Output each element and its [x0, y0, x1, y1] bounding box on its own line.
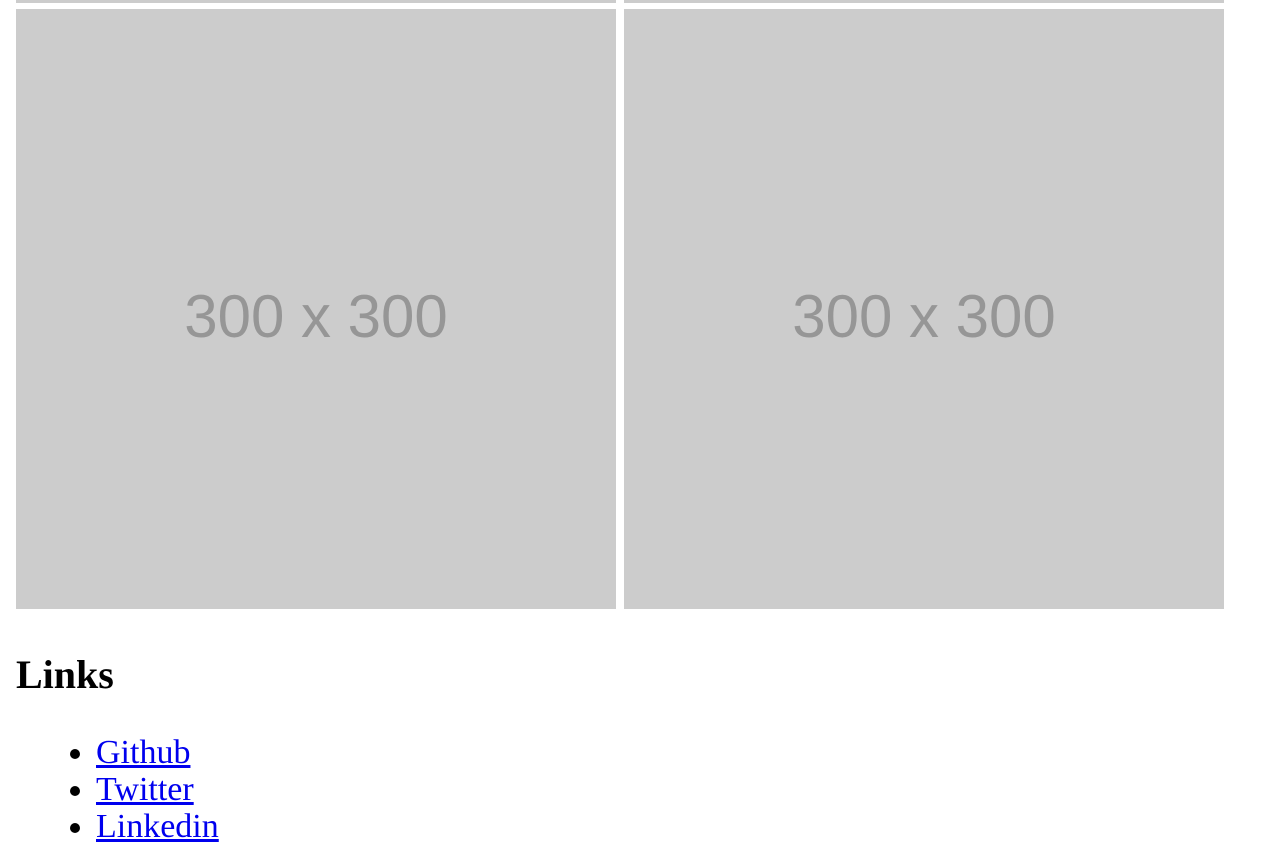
github-link[interactable]: Github: [96, 734, 191, 771]
list-item: Linkedin: [96, 808, 219, 845]
placeholder-image: 300 x 300: [624, 9, 1224, 609]
links-list: Github Twitter Linkedin: [16, 734, 219, 845]
placeholder-image: 300 x 300: [16, 9, 616, 609]
image-gallery: 300 x 300 300 x 300: [16, 0, 1224, 610]
placeholder-image-label: 300 x 300: [792, 282, 1056, 350]
placeholder-image-label: 300 x 300: [184, 282, 448, 350]
list-item: Github: [96, 734, 219, 771]
twitter-link[interactable]: Twitter: [96, 771, 194, 808]
links-heading: Links: [16, 652, 114, 697]
previous-image-edge: [624, 0, 1224, 3]
previous-image-edge: [16, 0, 616, 3]
linkedin-link[interactable]: Linkedin: [96, 808, 219, 845]
list-item: Twitter: [96, 771, 219, 808]
